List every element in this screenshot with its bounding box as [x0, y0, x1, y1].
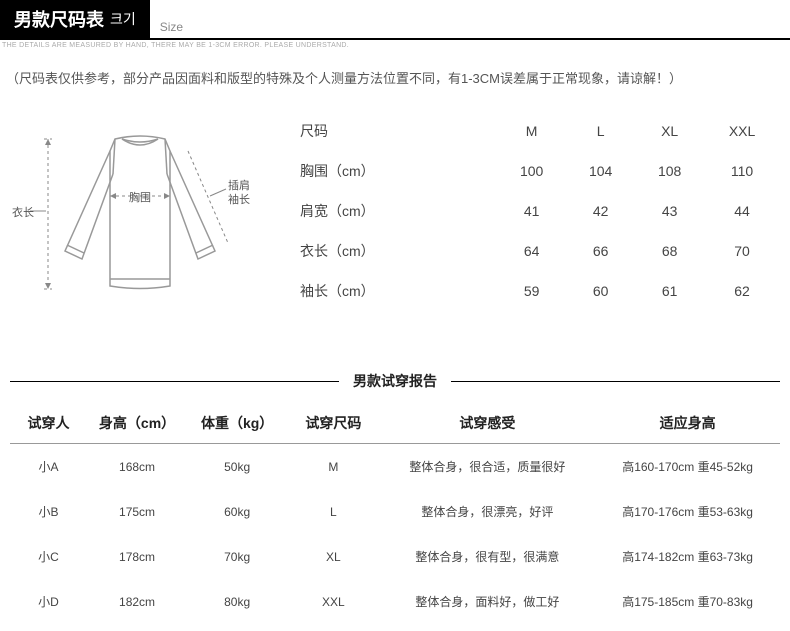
- garment-svg: [10, 111, 270, 311]
- report-header: 男款试穿报告: [10, 371, 780, 391]
- size-shoulder-label: 肩宽（cm）: [280, 191, 497, 231]
- table-row: 小A168cm50kgM整体合身，很合适，质量很好高160-170cm 重45-…: [10, 444, 780, 490]
- size-sleeve-3: 62: [704, 271, 780, 311]
- diagram-label-length: 衣长: [12, 204, 34, 220]
- report-head-feel: 试穿感受: [380, 403, 596, 444]
- table-cell: 178cm: [87, 534, 187, 579]
- main-row: 衣长 胸围 插肩 袖长 尺码 M L XL XXL 胸围（cm） 100 104…: [0, 107, 790, 341]
- size-shoulder-0: 41: [497, 191, 566, 231]
- table-cell: 小C: [10, 534, 87, 579]
- size-length-3: 70: [704, 231, 780, 271]
- fine-print: THE DETAILS ARE MEASURED BY HAND, THERE …: [0, 40, 790, 54]
- table-cell: 80kg: [187, 579, 287, 624]
- size-length-row: 衣长（cm） 64 66 68 70: [280, 231, 780, 271]
- size-col-1: L: [566, 111, 635, 151]
- table-row: 小D182cm80kgXXL整体合身，面料好，做工好高175-185cm 重70…: [10, 579, 780, 624]
- report-head-height: 身高（cm）: [87, 403, 187, 444]
- diagram-label-bust: 胸围: [129, 189, 151, 205]
- report-head-row: 试穿人 身高（cm） 体重（kg） 试穿尺码 试穿感受 适应身高: [10, 403, 780, 444]
- size-bust-label: 胸围（cm）: [280, 151, 497, 191]
- table-row: 小C178cm70kgXL整体合身，很有型，很满意高174-182cm 重63-…: [10, 534, 780, 579]
- size-sleeve-0: 59: [497, 271, 566, 311]
- table-cell: L: [287, 489, 379, 534]
- size-head-label: 尺码: [280, 111, 497, 151]
- size-length-1: 66: [566, 231, 635, 271]
- header-title: 男款尺码表 크기: [0, 0, 150, 38]
- size-bust-row: 胸围（cm） 100 104 108 110: [280, 151, 780, 191]
- table-row: 小B175cm60kgL整体合身，很漂亮，好评高170-176cm 重53-63…: [10, 489, 780, 534]
- report-line-left: [10, 381, 339, 382]
- table-cell: 整体合身，很漂亮，好评: [380, 489, 596, 534]
- size-sleeve-row: 袖长（cm） 59 60 61 62: [280, 271, 780, 311]
- size-shoulder-1: 42: [566, 191, 635, 231]
- table-cell: 高160-170cm 重45-52kg: [595, 444, 780, 490]
- header-title-cn: 男款尺码表: [14, 6, 104, 32]
- table-cell: 60kg: [187, 489, 287, 534]
- table-cell: 整体合身，很合适，质量很好: [380, 444, 596, 490]
- table-cell: 整体合身，面料好，做工好: [380, 579, 596, 624]
- table-cell: XXL: [287, 579, 379, 624]
- report-head-person: 试穿人: [10, 403, 87, 444]
- size-bust-0: 100: [497, 151, 566, 191]
- note-text: （尺码表仅供参考，部分产品因面料和版型的特殊及个人测量方法位置不同，有1-3CM…: [0, 54, 790, 107]
- size-col-2: XL: [635, 111, 704, 151]
- garment-diagram: 衣长 胸围 插肩 袖长: [10, 111, 270, 311]
- table-cell: 50kg: [187, 444, 287, 490]
- size-col-3: XXL: [704, 111, 780, 151]
- size-bust-3: 110: [704, 151, 780, 191]
- size-bust-1: 104: [566, 151, 635, 191]
- size-length-label: 衣长（cm）: [280, 231, 497, 271]
- report-table: 试穿人 身高（cm） 体重（kg） 试穿尺码 试穿感受 适应身高 小A168cm…: [10, 403, 780, 624]
- table-cell: 高170-176cm 重53-63kg: [595, 489, 780, 534]
- report-head-weight: 体重（kg）: [187, 403, 287, 444]
- table-cell: 168cm: [87, 444, 187, 490]
- size-length-2: 68: [635, 231, 704, 271]
- report-head-fit: 适应身高: [595, 403, 780, 444]
- size-table-table: 尺码 M L XL XXL 胸围（cm） 100 104 108 110 肩宽（…: [280, 111, 780, 311]
- header-title-kr: 크기: [110, 9, 136, 29]
- size-shoulder-row: 肩宽（cm） 41 42 43 44: [280, 191, 780, 231]
- header-bar: 男款尺码表 크기 Size: [0, 0, 790, 40]
- size-sleeve-1: 60: [566, 271, 635, 311]
- table-cell: XL: [287, 534, 379, 579]
- table-cell: 175cm: [87, 489, 187, 534]
- table-cell: 小A: [10, 444, 87, 490]
- report-body: 小A168cm50kgM整体合身，很合适，质量很好高160-170cm 重45-…: [10, 444, 780, 625]
- size-table: 尺码 M L XL XXL 胸围（cm） 100 104 108 110 肩宽（…: [280, 111, 780, 311]
- table-cell: 70kg: [187, 534, 287, 579]
- table-cell: 高174-182cm 重63-73kg: [595, 534, 780, 579]
- size-shoulder-2: 43: [635, 191, 704, 231]
- size-sleeve-label: 袖长（cm）: [280, 271, 497, 311]
- table-cell: 182cm: [87, 579, 187, 624]
- size-col-0: M: [497, 111, 566, 151]
- report-line-right: [451, 381, 780, 382]
- table-cell: M: [287, 444, 379, 490]
- size-shoulder-3: 44: [704, 191, 780, 231]
- table-cell: 整体合身，很有型，很满意: [380, 534, 596, 579]
- size-head-row: 尺码 M L XL XXL: [280, 111, 780, 151]
- table-cell: 小B: [10, 489, 87, 534]
- report-head-size: 试穿尺码: [287, 403, 379, 444]
- table-cell: 高175-185cm 重70-83kg: [595, 579, 780, 624]
- header-size-en: Size: [150, 20, 183, 38]
- diagram-label-sleeve-b: 袖长: [228, 191, 250, 207]
- report-title: 男款试穿报告: [339, 371, 451, 391]
- size-bust-2: 108: [635, 151, 704, 191]
- size-sleeve-2: 61: [635, 271, 704, 311]
- size-length-0: 64: [497, 231, 566, 271]
- table-cell: 小D: [10, 579, 87, 624]
